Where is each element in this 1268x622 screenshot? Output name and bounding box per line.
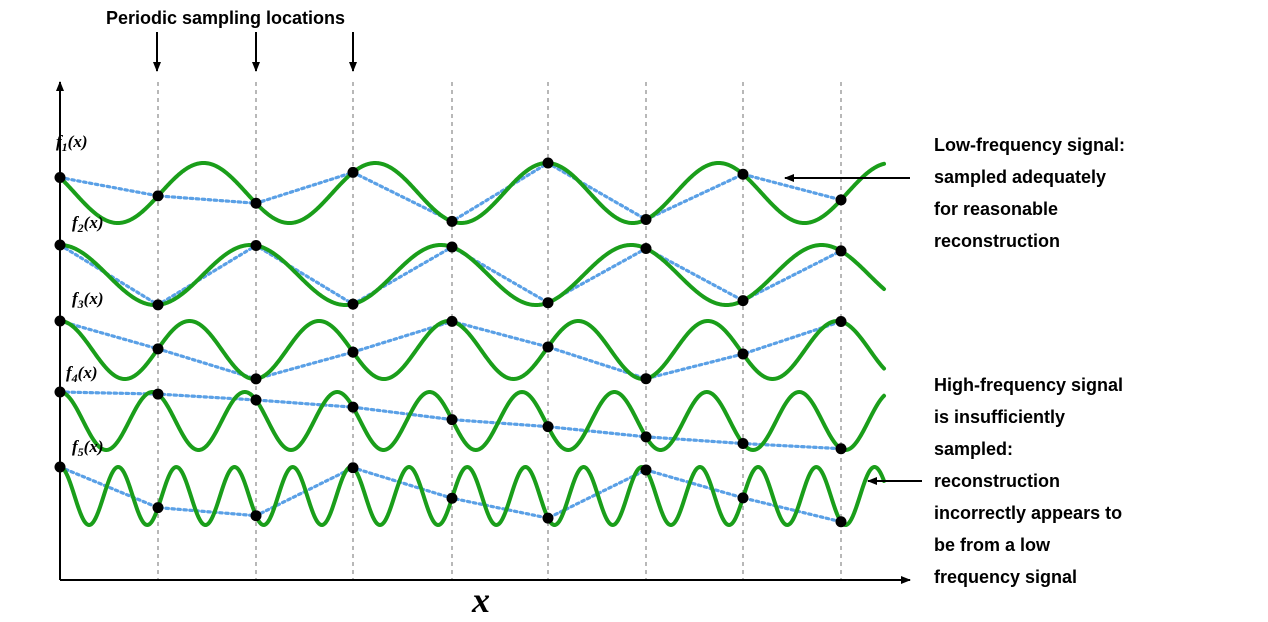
sample-point [152,388,164,400]
signal-label-f1: f1(x) [56,132,88,154]
sample-point [737,348,749,360]
sample-point [542,157,554,169]
sample-point [835,443,847,455]
signal-label-f5: f5(x) [72,437,104,459]
sample-point [54,172,66,184]
sample-point [250,394,262,406]
signal-1 [54,157,886,227]
high-frequency-annotation-line-7: frequency signal [934,567,1077,587]
sample-point [152,190,164,202]
sample-point [640,214,652,226]
signal-curve [58,319,886,381]
high-frequency-annotation-line-2: is insufficiently [934,407,1065,427]
sample-point [737,438,749,450]
sample-point [347,462,359,474]
signal-label-f2: f2(x) [72,213,104,235]
sample-point [54,315,66,327]
sample-point [250,240,262,252]
sample-point [640,243,652,254]
sample-point [446,492,458,504]
high-frequency-annotation-line-5: incorrectly appears to [934,503,1122,523]
sample-point [446,414,458,426]
signal-5 [54,461,886,528]
low-frequency-annotation-line-4: reconstruction [934,231,1060,251]
sample-point [737,295,749,307]
sample-point [542,421,554,433]
sample-point [446,241,458,253]
sample-point [347,346,359,358]
sample-point [835,194,847,206]
low-frequency-annotation-line-1: Low-frequency signal: [934,135,1125,155]
sample-point [54,461,66,473]
sample-point [347,401,359,413]
sample-point [152,299,164,311]
sample-point [640,431,652,443]
high-frequency-annotation-line-4: reconstruction [934,471,1060,491]
high-frequency-annotation-line-6: be from a low [934,535,1051,555]
sample-point [737,492,749,504]
sampling-lines [157,82,842,580]
reconstruction-line [58,161,843,224]
signal-4 [54,386,886,455]
signal-labels: f1(x) f2(x) f3(x) f4(x) f5(x) [56,132,104,459]
sample-point [640,373,652,385]
signal-curve [58,465,886,527]
signal-curve [58,243,886,307]
signals-layer [54,157,886,528]
signal-curve [58,161,886,225]
sample-point [835,315,847,327]
sample-point [54,239,66,251]
sample-point [835,516,847,528]
sample-point [250,510,262,522]
sample-point [446,215,458,227]
sample-point [347,298,359,310]
signal-3 [54,315,886,385]
sampling-locations-label: Periodic sampling locations [106,8,345,28]
sample-point [640,464,652,476]
x-axis-label: x [471,580,490,620]
high-frequency-annotation-line-3: sampled: [934,439,1013,459]
sample-point [250,197,262,209]
high-frequency-annotation: High-frequency signal is insufficiently sa… [934,375,1123,587]
high-frequency-annotation-line-1: High-frequency signal [934,375,1123,395]
low-frequency-annotation-line-2: sampled adequately [934,167,1106,187]
sample-point [737,168,749,180]
low-frequency-annotation: Low-frequency signal: sampled adequately f… [934,135,1125,251]
sample-point [152,343,164,355]
sample-point [250,373,262,385]
sample-point [446,315,458,327]
sample-point [542,512,554,524]
sample-point [152,502,164,514]
sample-point [347,166,359,178]
sample-point [542,341,554,353]
sample-point [54,386,66,398]
sample-point [542,297,554,309]
low-frequency-annotation-line-3: for reasonable [934,199,1058,219]
signal-label-f4: f4(x) [66,363,98,385]
signal-label-f3: f3(x) [72,289,104,311]
signal-2 [54,239,886,311]
sample-point [835,245,847,257]
